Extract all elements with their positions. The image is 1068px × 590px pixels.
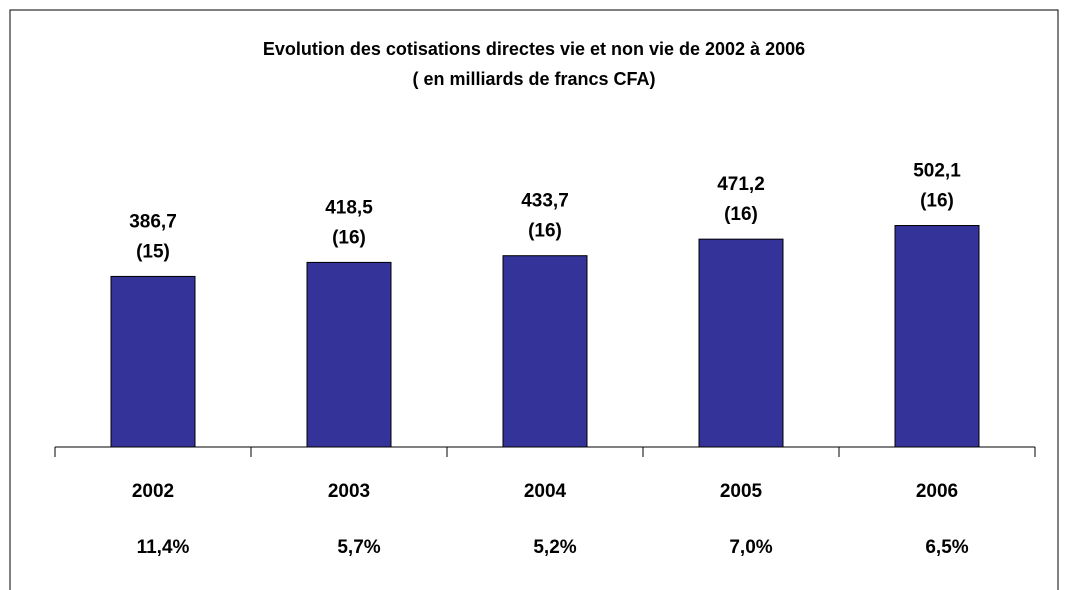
count-label: (16) — [332, 227, 366, 248]
growth-label: 11,4% — [137, 537, 190, 558]
growth-label: 6,5% — [925, 537, 968, 558]
bar — [698, 238, 784, 448]
bar — [894, 225, 980, 448]
bar — [306, 261, 392, 448]
value-label: 433,7 — [521, 191, 569, 212]
x-tick-label: 2004 — [524, 481, 567, 502]
value-label: 471,2 — [717, 174, 765, 195]
bar — [110, 275, 196, 448]
chart-subtitle: ( en milliards de francs CFA) — [412, 69, 655, 89]
count-label: (16) — [528, 221, 562, 242]
x-tick-label: 2006 — [916, 481, 958, 502]
x-tick-label: 2002 — [132, 481, 174, 502]
value-label: 386,7 — [129, 211, 177, 232]
chart-title: Evolution des cotisations directes vie e… — [263, 39, 805, 59]
bar — [502, 255, 588, 448]
count-label: (15) — [136, 241, 170, 262]
count-label: (16) — [920, 191, 954, 212]
count-label: (16) — [724, 204, 758, 225]
x-tick-label: 2005 — [720, 481, 763, 502]
chart-frame — [9, 9, 1059, 590]
growth-label: 5,7% — [337, 537, 380, 558]
value-label: 418,5 — [325, 197, 373, 218]
value-label: 502,1 — [913, 161, 961, 182]
x-tick-label: 2003 — [328, 481, 370, 502]
growth-label: 7,0% — [729, 537, 772, 558]
growth-label: 5,2% — [533, 537, 576, 558]
